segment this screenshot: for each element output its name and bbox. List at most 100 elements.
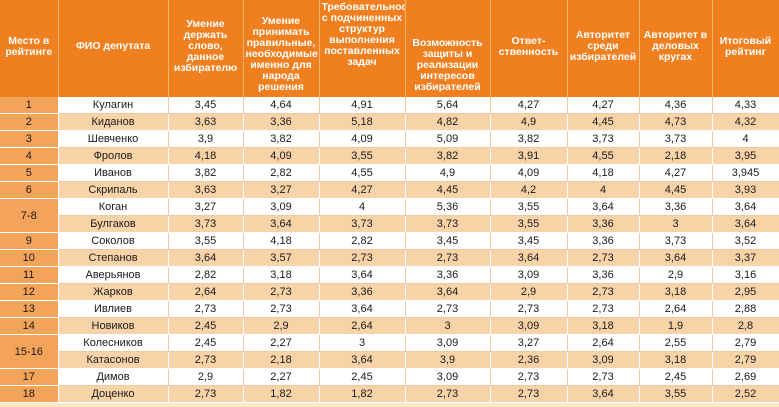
col-header-name: ФИО депутата (58, 0, 169, 97)
responsibility-cell: 3,91 (490, 147, 568, 165)
authority-voters-cell: 3,64 (567, 198, 640, 216)
rank-cell: 11 (0, 266, 59, 284)
responsibility-cell: 3,45 (490, 232, 568, 250)
total-cell: 2,52 (712, 385, 779, 403)
decisions-cell: 4,64 (243, 97, 320, 114)
responsibility-cell: 4,27 (490, 97, 568, 114)
responsibility-cell: 3,09 (490, 317, 568, 335)
table-row: 13 Ивлиев 2,73 2,73 3,64 2,73 2,73 2,73 2,64 2,88 (0, 300, 779, 318)
authority-business-cell: 1,9 (639, 317, 713, 335)
col-header-authority-voters: Авторитет среди избирателей (567, 0, 640, 97)
authority-voters-cell: 3,36 (567, 232, 640, 250)
authority-business-cell: 4,36 (639, 97, 713, 114)
table-row: 5 Иванов 3,82 2,82 4,55 4,9 4,09 4,18 4,27 3,945 (0, 164, 779, 182)
authority-business-cell: 3,73 (639, 232, 713, 250)
rank-cell: 10 (0, 249, 59, 267)
decisions-cell: 3,18 (243, 266, 320, 284)
decisions-cell: 2,73 (243, 283, 320, 301)
decisions-cell: 1,82 (243, 385, 320, 403)
protection-cell: 2,73 (405, 385, 491, 403)
table-row: Катасонов 2,73 2,18 3,64 3,9 2,36 3,09 3,18 2,79 (0, 351, 779, 369)
protection-cell: 2,73 (405, 300, 491, 318)
deputy-name-cell: Новиков (58, 317, 169, 335)
deputy-name-cell: Жарков (58, 283, 169, 301)
deputy-name-cell: Шевченко (58, 130, 169, 148)
decisions-cell: 4,18 (243, 232, 320, 250)
authority-business-cell: 4,27 (639, 164, 713, 182)
keep-word-cell: 3,63 (168, 181, 244, 199)
table-row: 4 Фролов 4,18 4,09 3,55 3,82 3,91 4,55 2,18 3,95 (0, 147, 779, 165)
total-cell: 2,95 (712, 283, 779, 301)
authority-voters-cell: 3,09 (567, 351, 640, 369)
deputy-name-cell: Скрипаль (58, 181, 169, 199)
keep-word-cell: 2,9 (168, 368, 244, 386)
rank-cell: 5 (0, 164, 59, 182)
demanding-cell: 2,64 (319, 317, 406, 335)
deputy-name-cell: Соколов (58, 232, 169, 250)
authority-business-cell: 2,55 (639, 334, 713, 352)
protection-cell: 5,64 (405, 97, 491, 114)
protection-cell: 3,9 (405, 351, 491, 369)
decisions-cell: 2,82 (243, 164, 320, 182)
table-row: 9 Соколов 3,55 4,18 2,82 3,45 3,45 3,36 3,73 3,52 (0, 232, 779, 250)
keep-word-cell: 3,27 (168, 198, 244, 216)
total-cell: 3,64 (712, 198, 779, 216)
col-header-authority-business: Авторитет в деловых кругах (639, 0, 713, 97)
protection-cell: 3,45 (405, 232, 491, 250)
rank-cell: 1 (0, 97, 59, 114)
table-row: 17 Димов 2,9 2,27 2,45 3,09 2,73 2,73 2,45 2,69 (0, 368, 779, 386)
responsibility-cell: 3,09 (490, 266, 568, 284)
rank-cell: 13 (0, 300, 59, 318)
total-cell: 4 (712, 130, 779, 148)
responsibility-cell: 2,73 (490, 368, 568, 386)
decisions-cell: 3,82 (243, 130, 320, 148)
keep-word-cell: 4,18 (168, 147, 244, 165)
keep-word-cell: 3,64 (168, 249, 244, 267)
keep-word-cell: 3,73 (168, 215, 244, 233)
protection-cell: 5,09 (405, 130, 491, 148)
table-row: 12 Жарков 2,64 2,73 3,36 3,64 2,9 2,73 3,18 2,95 (0, 283, 779, 301)
col-header-responsibility: Ответ-ственность (490, 0, 568, 97)
table-row: Булгаков 3,73 3,64 3,73 3,73 3,55 3,36 3 3,64 (0, 215, 779, 233)
authority-voters-cell: 4,27 (567, 97, 640, 114)
demanding-cell: 3,64 (319, 266, 406, 284)
decisions-cell: 3,57 (243, 249, 320, 267)
keep-word-cell: 2,73 (168, 300, 244, 318)
total-cell: 2,79 (712, 334, 779, 352)
protection-cell: 3,64 (405, 283, 491, 301)
authority-voters-cell: 2,73 (567, 283, 640, 301)
deputy-name-cell: Степанов (58, 249, 169, 267)
authority-voters-cell: 4,55 (567, 147, 640, 165)
demanding-cell: 4,27 (319, 181, 406, 199)
col-header-keep-word: Умение держать слово, данное избирателю (168, 0, 244, 97)
authority-business-cell: 2,9 (639, 266, 713, 284)
keep-word-cell: 3,63 (168, 113, 244, 131)
protection-cell: 3,36 (405, 266, 491, 284)
total-cell: 3,64 (712, 215, 779, 233)
rank-cell: 7-8 (0, 198, 59, 233)
table-row: 14 Новиков 2,45 2,9 2,64 3 3,09 3,18 1,9 2,8 (0, 317, 779, 335)
protection-cell: 3 (405, 317, 491, 335)
keep-word-cell: 2,45 (168, 334, 244, 352)
decisions-cell: 4,09 (243, 147, 320, 165)
deputy-name-cell: Димов (58, 368, 169, 386)
keep-word-cell: 3,82 (168, 164, 244, 182)
demanding-cell: 3,64 (319, 351, 406, 369)
deputy-name-cell: Булгаков (58, 215, 169, 233)
header-row: Место в рейтинге ФИО депутата Умение дер… (0, 0, 779, 97)
col-header-demanding: Требовательность с подчиненных структур … (319, 0, 406, 97)
responsibility-cell: 3,55 (490, 215, 568, 233)
rank-cell: 15-16 (0, 334, 59, 369)
rank-cell: 4 (0, 147, 59, 165)
decisions-cell: 2,73 (243, 300, 320, 318)
authority-business-cell: 2,45 (639, 368, 713, 386)
col-header-total: Итоговый рейтинг (712, 0, 779, 97)
table-row: 18 Доценко 2,73 1,82 1,82 2,73 2,73 3,64 3,55 2,5… (0, 385, 779, 403)
keep-word-cell: 2,82 (168, 266, 244, 284)
decisions-cell: 2,27 (243, 334, 320, 352)
responsibility-cell: 4,9 (490, 113, 568, 131)
keep-word-cell: 2,73 (168, 385, 244, 403)
demanding-cell: 4,09 (319, 130, 406, 148)
authority-voters-cell: 3,36 (567, 266, 640, 284)
